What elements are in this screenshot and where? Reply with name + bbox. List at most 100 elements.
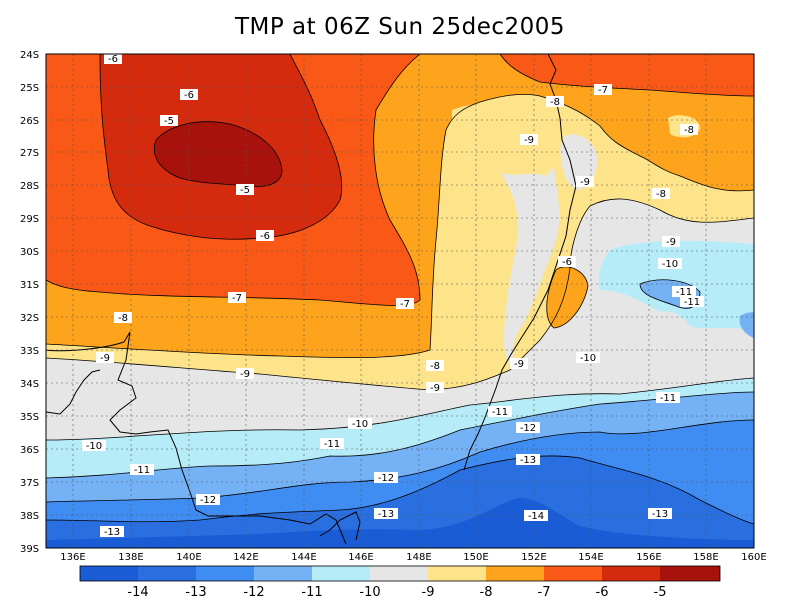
y-label: 36S: [20, 445, 39, 456]
x-label: 148E: [406, 552, 431, 563]
x-label: 154E: [578, 552, 603, 563]
contour-label-28: -6: [558, 256, 576, 268]
contour-label-9: -9: [236, 368, 254, 380]
svg-text:-9: -9: [100, 353, 110, 364]
y-label: 26S: [20, 116, 39, 127]
band-gt-m5: [154, 121, 282, 187]
y-label: 30S: [20, 247, 39, 258]
y-label: 31S: [20, 280, 39, 291]
contour-line-m9: [46, 198, 754, 391]
svg-text:-11: -11: [660, 393, 676, 404]
colorbar-label: -12: [243, 585, 264, 600]
coastline: [46, 54, 577, 545]
contour-line-m12: [46, 419, 754, 503]
contour-label-20: -9: [520, 134, 538, 146]
colorbar-label: -10: [359, 585, 380, 600]
y-label: 27S: [20, 148, 39, 159]
contour-label-30: -10: [576, 352, 600, 364]
x-axis-labels: 136E 138E 140E 142E 144E 146E 148E 150E …: [60, 552, 766, 563]
svg-text:-11: -11: [324, 439, 340, 450]
svg-text:-7: -7: [598, 85, 608, 96]
y-label: 33S: [20, 346, 39, 357]
contour-label-34: -12: [374, 472, 398, 484]
contour-label-14: -11: [320, 438, 344, 450]
x-label: 138E: [118, 552, 143, 563]
contour-label-13: -10: [82, 440, 106, 452]
svg-text:-9: -9: [240, 369, 250, 380]
colorbar-cell: [660, 566, 720, 581]
contour-label-37: -14: [524, 510, 548, 522]
band-m12-m11-east: [640, 279, 754, 338]
colorbar-cell: [196, 566, 254, 581]
contour-label-16: -12: [196, 494, 220, 506]
x-label: 146E: [348, 552, 373, 563]
svg-text:-9: -9: [580, 177, 590, 188]
x-label: 136E: [60, 552, 85, 563]
svg-text:-14: -14: [528, 511, 544, 522]
contour-label-5: -7: [228, 292, 246, 304]
svg-text:-12: -12: [378, 473, 394, 484]
contour-line-m7: [46, 54, 421, 306]
colorbar-label: -14: [127, 585, 148, 600]
contour-label-35: -13: [516, 454, 540, 466]
svg-text:-8: -8: [684, 125, 694, 136]
colorbar-label: -6: [596, 585, 609, 600]
svg-text:-11: -11: [684, 297, 700, 308]
contour-label-4: -6: [256, 230, 274, 242]
svg-text:-8: -8: [430, 361, 440, 372]
colorbar-label: -7: [538, 585, 551, 600]
y-label: 39S: [20, 544, 39, 555]
contour-label-22: -8: [680, 124, 698, 136]
svg-text:-11: -11: [492, 407, 508, 418]
colorbar-cell: [370, 566, 428, 581]
contour-label-31: -11: [488, 406, 512, 418]
colorbar-cell: [254, 566, 312, 581]
contour-label-3: -5: [236, 184, 254, 196]
contour-line-m5: [154, 121, 283, 187]
contour-label-2: -5: [160, 115, 178, 127]
australia-coast: [46, 331, 347, 545]
x-label: 140E: [176, 552, 201, 563]
svg-text:-10: -10: [580, 353, 596, 364]
contour-label-27: -11: [680, 296, 704, 308]
y-label: 37S: [20, 478, 39, 489]
x-label: 158E: [693, 552, 718, 563]
svg-text:-5: -5: [240, 185, 250, 196]
map-frame: [45, 53, 755, 549]
contour-label-19: -8: [546, 96, 564, 108]
band-m10-m9-inner: [496, 134, 598, 370]
svg-text:-13: -13: [520, 455, 536, 466]
colorbar-cell: [602, 566, 660, 581]
colorbar: -14 -13 -12 -11 -10 -9 -8 -7 -6 -5: [79, 565, 721, 600]
y-label: 29S: [20, 214, 39, 225]
band-m9-m8-hole: [452, 103, 700, 176]
colorbar-label: -13: [185, 585, 206, 600]
contour-labels: -6 -6 -5 -5 -6 -7 -7 -8 -9 -9 -8 -9 -10 …: [82, 53, 704, 538]
colorbar-label: -9: [422, 585, 435, 600]
svg-text:-10: -10: [86, 441, 102, 452]
contour-label-24: -9: [662, 236, 680, 248]
y-label: 24S: [20, 50, 39, 61]
contour-label-29: -9: [510, 358, 528, 370]
contour-label-12: -10: [348, 418, 372, 430]
colorbar-cell: [544, 566, 602, 581]
y-axis-labels: 24S 25S 26S 27S 28S 29S 30S 31S 32S 33S …: [20, 50, 39, 555]
colorbar-cell: [486, 566, 544, 581]
svg-text:-9: -9: [524, 135, 534, 146]
y-label: 35S: [20, 412, 39, 423]
contour-line-m6b: [546, 266, 589, 329]
contour-label-36: -13: [374, 508, 398, 520]
svg-text:-12: -12: [200, 495, 216, 506]
svg-text:-10: -10: [352, 419, 368, 430]
colorbar-cell: [138, 566, 196, 581]
svg-text:-12: -12: [520, 423, 536, 434]
contour-label-38: -13: [648, 508, 672, 520]
y-label: 38S: [20, 511, 39, 522]
colorbar-cell: [312, 566, 370, 581]
contour-label-26: -11: [672, 286, 696, 298]
contour-label-7: -8: [114, 312, 132, 324]
band-m8-m7-patch: [546, 266, 588, 328]
svg-text:-6: -6: [108, 54, 118, 65]
x-label: 142E: [233, 552, 258, 563]
